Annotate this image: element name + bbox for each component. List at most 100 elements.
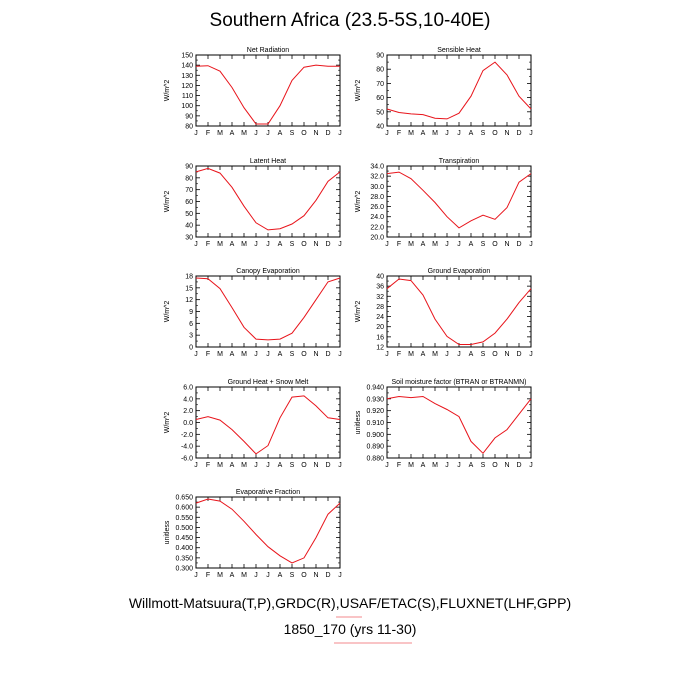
x-tick-label: D [325,572,330,579]
y-tick-label: 100 [181,103,193,110]
x-tick-label: J [266,130,270,137]
y-tick-label: 150 [181,53,193,60]
series-line [386,395,532,455]
y-tick-label: -4.0 [181,444,193,451]
x-tick-label: J [385,462,389,469]
y-tick-label: 0.910 [366,420,384,427]
x-tick-label: S [481,462,486,469]
x-tick-label: A [421,462,426,469]
x-tick-label: M [217,241,223,248]
y-tick-label: 0.880 [366,456,384,463]
y-tick-label: 0.500 [175,525,193,532]
y-tick-label: 40 [376,124,384,131]
y-tick-label: 70 [376,81,384,88]
y-axis-label: W/m^2 [164,80,171,102]
x-tick-label: O [492,351,498,358]
x-tick-label: F [206,130,210,137]
x-tick-label: A [230,572,235,579]
x-tick-label: F [206,572,210,579]
series-line [386,278,532,345]
x-tick-label: J [254,351,258,358]
series-line [195,498,341,564]
y-tick-label: 90 [185,113,193,120]
y-tick-label: 50 [376,109,384,116]
plot-frame [386,54,532,127]
y-tick-label: 0.600 [175,505,193,512]
y-tick-label: 110 [182,93,193,100]
x-tick-label: D [516,130,521,137]
y-tick-label: 12 [376,345,384,352]
y-axis-label: W/m^2 [164,191,171,213]
y-tick-label: 0.920 [366,408,384,415]
x-tick-label: A [469,351,474,358]
x-tick-label: J [445,130,449,137]
x-tick-label: A [278,130,283,137]
y-tick-label: 4.0 [183,396,193,403]
y-tick-label: 18 [185,274,193,281]
x-tick-label: A [230,241,235,248]
x-tick-label: S [481,130,486,137]
x-tick-label: J [338,572,342,579]
x-tick-label: M [432,462,438,469]
x-tick-label: J [457,351,461,358]
y-tick-label: 9 [189,309,193,316]
y-tick-label: 120 [181,83,193,90]
x-tick-label: J [194,351,198,358]
x-tick-label: M [408,241,414,248]
x-tick-label: M [217,462,223,469]
y-tick-label: 34.0 [370,164,384,171]
x-tick-label: A [278,351,283,358]
panel-title: Ground Evaporation [428,268,491,275]
x-tick-label: O [301,572,307,579]
x-tick-label: M [432,241,438,248]
y-tick-label: 20.0 [370,235,384,242]
y-tick-label: 80 [185,175,193,182]
x-tick-label: M [217,130,223,137]
y-tick-label: 0 [189,345,193,352]
x-tick-label: M [241,130,247,137]
y-tick-label: 26.0 [370,204,384,211]
y-tick-label: 32 [376,294,384,301]
series-line [386,61,532,120]
x-tick-label: N [313,351,318,358]
x-tick-label: J [445,241,449,248]
x-tick-label: O [492,462,498,469]
x-tick-label: J [338,351,342,358]
panel-title: Soil moisture factor (BTRAN or BTRANMN) [392,379,527,386]
case-caption: 1850_170 (yrs 11-30) [283,621,417,637]
x-tick-label: O [492,130,498,137]
series-line [195,167,341,231]
y-tick-label: 3 [189,333,193,340]
x-tick-label: O [301,130,307,137]
x-tick-label: J [194,462,198,469]
x-tick-label: J [457,462,461,469]
series-line [386,171,532,229]
plot-frame [195,165,341,238]
x-tick-label: S [290,241,295,248]
x-tick-label: D [516,351,521,358]
y-tick-label: 80 [376,67,384,74]
x-tick-label: F [397,351,401,358]
y-axis-label: W/m^2 [355,80,362,102]
y-tick-label: 0.940 [366,385,384,392]
x-tick-label: N [504,462,509,469]
y-tick-label: 24.0 [370,214,384,221]
y-tick-label: 60 [185,199,193,206]
y-tick-label: 0.890 [366,444,384,451]
x-tick-label: A [469,241,474,248]
y-axis-label: W/m^2 [355,191,362,213]
panel-title: Sensible Heat [437,47,481,54]
x-tick-label: D [325,462,330,469]
x-tick-label: J [254,462,258,469]
x-tick-label: M [241,462,247,469]
x-tick-label: J [529,462,533,469]
y-tick-label: 90 [185,164,193,171]
y-tick-label: 80 [185,124,193,131]
x-tick-label: J [385,241,389,248]
y-tick-label: 28 [376,304,384,311]
y-tick-label: 20 [376,324,384,331]
x-tick-label: A [278,572,283,579]
